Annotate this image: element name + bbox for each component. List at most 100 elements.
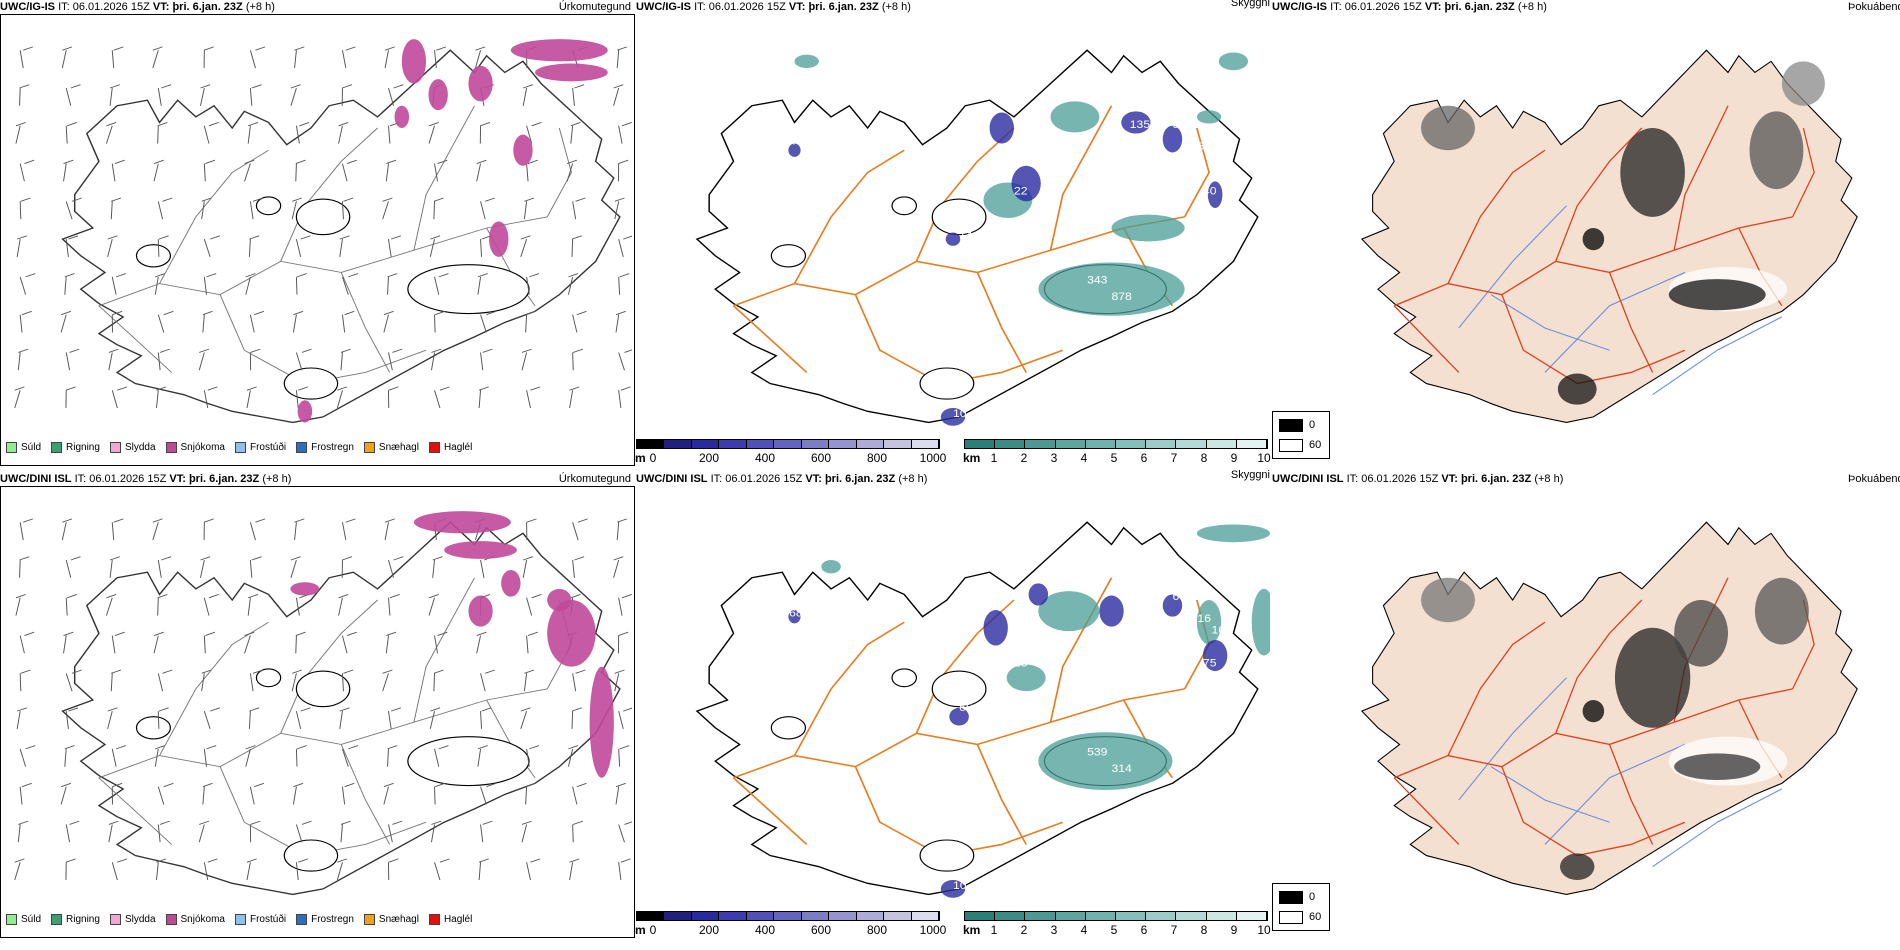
precip-frame xyxy=(0,486,635,938)
wind-barb xyxy=(480,820,493,843)
low-visibility-area xyxy=(1111,214,1185,242)
vt-value: þri. 6.jan. 23Z xyxy=(188,473,260,485)
wind-barb xyxy=(618,235,634,257)
snow-area xyxy=(394,105,410,128)
wind-barb xyxy=(526,122,542,144)
cloud-base-label: 16 xyxy=(1211,624,1225,636)
wind-barb xyxy=(385,631,397,654)
model-name: UWC/DINI ISL xyxy=(1272,473,1344,485)
low-cloud-base-area xyxy=(1011,165,1041,202)
colorbar-tick: 0 xyxy=(649,923,657,937)
colorbar-cell xyxy=(746,440,775,448)
wind-barb xyxy=(157,310,174,333)
colorbar-cell xyxy=(884,440,912,448)
wind-barb xyxy=(111,858,128,881)
wind-barb xyxy=(19,745,36,767)
low-visibility-area xyxy=(1050,101,1100,133)
wind-barb xyxy=(388,84,404,106)
wind-barb xyxy=(111,782,123,805)
snow-area xyxy=(510,39,608,62)
colorbar-cell xyxy=(1206,440,1237,448)
fog-legend: 0 60 xyxy=(1272,883,1330,931)
iceland-outline: 44 135 56 15 530 49 40 22 14 343 878 10 xyxy=(695,49,1259,426)
legend-swatch xyxy=(109,442,121,453)
wind-barb xyxy=(615,782,626,805)
model-name: UWC/IG-IS xyxy=(1272,1,1327,13)
panel-header: UWC/DINI ISL IT: 06.01.2026 15Z VT: þri.… xyxy=(1272,472,1563,486)
wind-barb xyxy=(249,820,261,843)
visibility-colorbar: km 1 2 3 4 5 6 7 8 9 10 xyxy=(963,911,1271,943)
wind-barb xyxy=(341,159,357,182)
precip-type-panel: UWC/DINI ISL IT: 06.01.2026 15Z VT: þri.… xyxy=(0,472,635,940)
fog-area xyxy=(1781,61,1825,106)
wind-barb xyxy=(618,820,635,843)
wind-barb xyxy=(202,782,213,805)
colorbar-cell xyxy=(829,912,857,920)
wind-barb xyxy=(19,310,32,333)
precip-legend: Súld Rigning Slydda Snjókoma Frostúði Frostre… xyxy=(6,442,472,453)
legend-swatch xyxy=(109,914,121,925)
wind-barb xyxy=(248,707,260,729)
wind-barb xyxy=(340,348,351,371)
forecast-offset: (+8 h) xyxy=(262,473,292,485)
vt-label: VT: xyxy=(1424,1,1442,13)
road-line xyxy=(1049,105,1113,251)
wind-barb xyxy=(429,707,441,729)
legend-item: Súld xyxy=(6,442,41,453)
wind-barb xyxy=(295,631,306,654)
wind-barb xyxy=(341,782,355,805)
fog-map xyxy=(1308,28,1868,433)
colorbar-tick: 10 xyxy=(1257,451,1271,465)
low-visibility-area xyxy=(1038,732,1173,790)
wind-barb xyxy=(61,518,73,541)
colorbar-cell xyxy=(965,912,996,920)
legend-item: Slydda xyxy=(109,914,156,925)
panel-header: UWC/IG-IS IT: 06.01.2026 15Z VT: þri. 6.… xyxy=(1272,0,1547,14)
legend-label: Súld xyxy=(21,914,42,925)
colorbar-tick: 1000 xyxy=(919,923,947,937)
wind-barb xyxy=(19,518,34,541)
wind-barb xyxy=(618,273,630,295)
snow-area xyxy=(468,65,493,102)
wind-barb xyxy=(618,745,630,767)
snow-area xyxy=(513,134,533,166)
road-line xyxy=(1447,149,1546,284)
wind-barb xyxy=(157,707,169,729)
fog-label-high: 0 xyxy=(1309,891,1316,903)
wind-barb xyxy=(294,46,305,69)
colorbar-tick: 6 xyxy=(1140,451,1148,465)
river-line xyxy=(1458,205,1567,329)
vt-value: þri. 6.jan. 23Z xyxy=(808,1,879,13)
wind-barb xyxy=(526,159,538,182)
glacier-outline xyxy=(295,198,351,236)
wind-barb xyxy=(480,669,496,692)
wind-barb xyxy=(203,518,214,541)
wind-barb xyxy=(434,386,450,409)
wind-barb xyxy=(157,84,172,106)
wind-barb xyxy=(154,273,166,295)
wind-barb xyxy=(244,159,255,182)
fog-area xyxy=(1421,577,1475,623)
legend-swatch xyxy=(51,442,63,453)
wind-barb xyxy=(111,386,128,409)
legend-swatch xyxy=(165,442,177,453)
wind-barb xyxy=(65,669,82,692)
low-cloud-base-area xyxy=(940,408,966,426)
low-visibility-area xyxy=(1196,524,1270,543)
fog-panel: UWC/IG-IS IT: 06.01.2026 15Z VT: þri. 6.… xyxy=(1272,0,1900,470)
glacier-outline xyxy=(135,244,172,268)
wind-barb xyxy=(157,197,173,220)
wind-barb xyxy=(65,235,79,257)
wind-barb xyxy=(339,235,350,257)
wind-barb xyxy=(478,858,489,881)
glacier-outline xyxy=(407,736,530,787)
wind-barb xyxy=(157,122,168,144)
colorbar-unit: km xyxy=(963,451,981,465)
wind-barb xyxy=(157,235,169,257)
legend-label: Haglél xyxy=(443,914,473,925)
colorbar-tick: 3 xyxy=(1050,451,1058,465)
wind-barb xyxy=(618,122,632,144)
colorbar-tick: 200 xyxy=(698,923,720,937)
it-value: 06.01.2026 15Z xyxy=(1344,1,1422,13)
colorbar-cell xyxy=(1146,440,1177,448)
